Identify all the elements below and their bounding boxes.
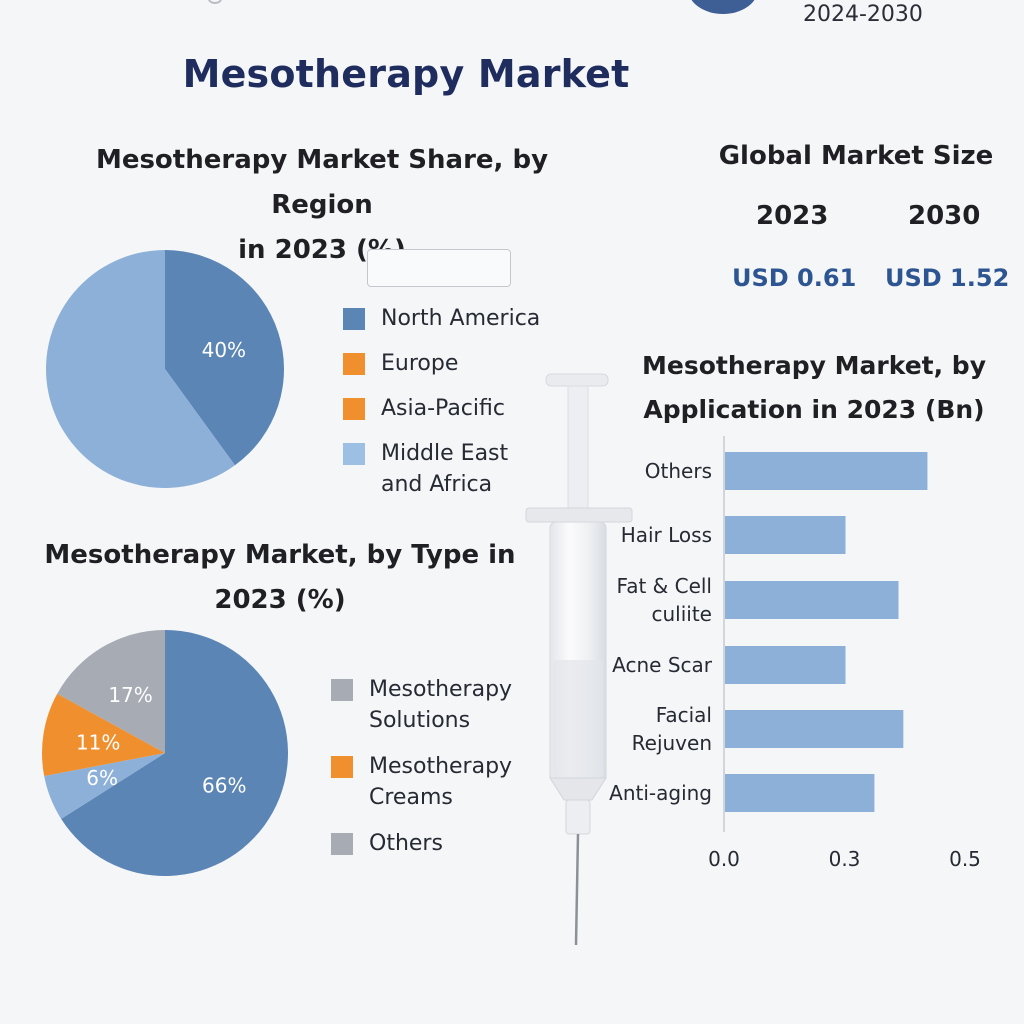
application-chart-title-line2: Application in 2023 (Bn) — [643, 395, 985, 424]
region-legend-swatch — [343, 398, 365, 420]
bar-1 — [725, 516, 846, 554]
type-pie-slice-label-2: 11% — [76, 730, 120, 754]
type-legend-label: Mesotherapy Creams — [369, 754, 513, 810]
region-legend-label: Europe — [381, 351, 459, 376]
type-pie-slice-label-1: 6% — [86, 766, 118, 790]
region-legend-label: Asia-Pacific — [381, 396, 505, 421]
application-chart-title: Mesotherapy Market, by Application in 20… — [606, 344, 1022, 432]
region-legend-item: North America — [343, 303, 540, 334]
region-pie-slice-0 — [165, 250, 284, 466]
top-decor-circle — [688, 0, 758, 14]
bar-4 — [725, 710, 904, 748]
region-pie-slice-1 — [46, 250, 235, 488]
type-chart-title: Mesotherapy Market, by Type in 2023 (%) — [20, 533, 540, 623]
blank-legend-box — [367, 249, 511, 287]
page-title: Mesotherapy Market — [182, 52, 630, 96]
bar-category-label-4: Facial Rejuven — [632, 703, 712, 755]
type-pie-chart: 66% 6% 11% 17% — [42, 630, 288, 876]
region-chart-title-line1: Mesotherapy Market Share, by Region — [95, 145, 549, 220]
type-legend-item: Mesotherapy Solutions — [331, 674, 512, 736]
year-2030-label: 2030 — [908, 201, 981, 231]
region-legend-item: Middle East and Africa — [343, 438, 508, 500]
type-chart-title-line2: 2023 (%) — [214, 585, 346, 615]
type-pie-slice-0 — [61, 630, 288, 876]
region-pie-chart: 40% — [46, 250, 284, 488]
type-legend-label: Mesotherapy Solutions — [369, 677, 513, 733]
bar-category-label-5: Anti-aging — [609, 781, 712, 805]
region-pie-slice-label-0: 40% — [202, 338, 246, 362]
x-tick-label-0: 0.0 — [708, 847, 740, 871]
type-legend-item: Others — [331, 828, 443, 859]
bar-category-label-0: Others — [645, 459, 712, 483]
forecast-period: 2024-2030 — [803, 2, 923, 27]
application-bar-chart: Others Hair Loss Fat & Cell culiite Acne Sca… — [609, 436, 981, 871]
region-legend-swatch — [343, 443, 365, 465]
application-chart-title-line1: Mesotherapy Market, by — [641, 351, 987, 380]
bar-category-label-1: Hair Loss — [621, 523, 712, 547]
type-pie-slice-2 — [42, 693, 165, 777]
market-size-title: Global Market Size — [718, 141, 994, 171]
year-2023-label: 2023 — [756, 201, 829, 231]
bar-category-label-2: Fat & Cell culiite — [617, 574, 712, 626]
type-pie-slice-label-3: 17% — [108, 683, 152, 707]
bar-0 — [725, 452, 928, 490]
type-legend-swatch — [331, 679, 353, 701]
bar-3 — [725, 646, 846, 684]
x-tick-label-1: 0.3 — [829, 847, 861, 871]
bar-2 — [725, 581, 899, 619]
type-pie-slice-1 — [44, 753, 166, 819]
top-decor-dot — [208, 0, 222, 4]
x-tick-label-2: 0.5 — [949, 847, 981, 871]
market-size-2023-value: USD 0.61 — [732, 264, 857, 292]
bar-5 — [725, 774, 875, 812]
type-pie-slice-label-0: 66% — [202, 774, 246, 798]
type-chart-title-line1: Mesotherapy Market, by Type in — [44, 540, 516, 570]
region-legend-item: Europe — [343, 348, 458, 379]
syringe-illustration — [525, 373, 633, 946]
region-legend-swatch — [343, 353, 365, 375]
bar-category-label-3: Acne Scar — [612, 653, 713, 677]
type-legend-label: Others — [369, 831, 443, 856]
type-pie-slice-3 — [57, 630, 165, 753]
type-legend-swatch — [331, 756, 353, 778]
region-legend-label: North America — [381, 306, 541, 331]
region-legend-label: Middle East and Africa — [381, 441, 509, 497]
region-legend-swatch — [343, 308, 365, 330]
market-size-2030-value: USD 1.52 — [885, 264, 1010, 292]
region-legend-item: Asia-Pacific — [343, 393, 505, 424]
type-legend-item: Mesotherapy Creams — [331, 751, 512, 813]
type-legend-swatch — [331, 833, 353, 855]
